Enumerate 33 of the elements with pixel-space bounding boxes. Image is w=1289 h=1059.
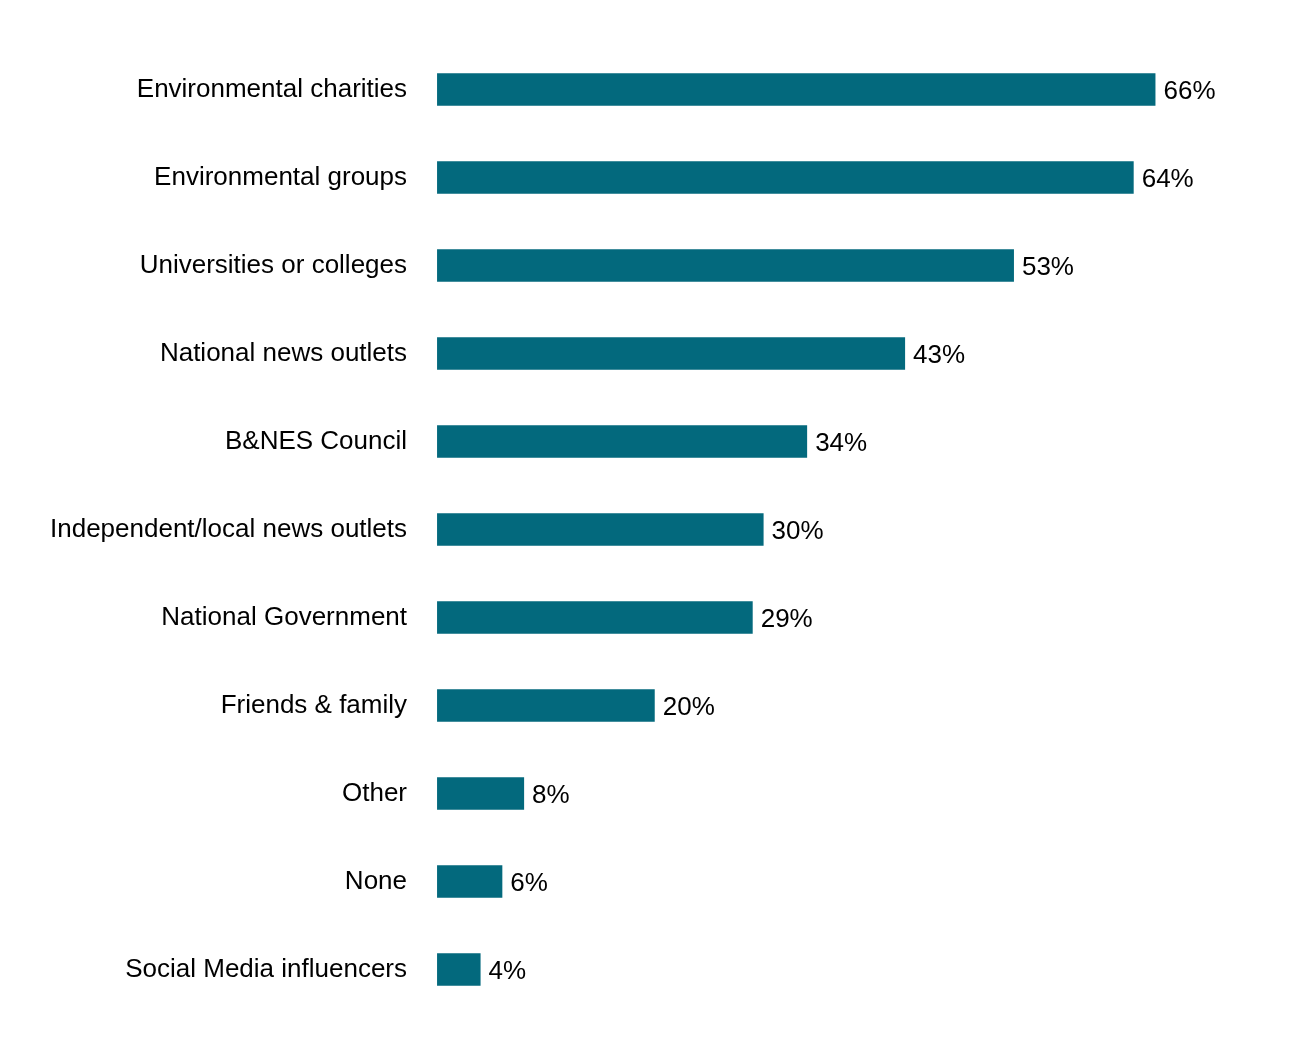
data-label: 29%	[760, 602, 813, 633]
data-label: 64%	[1141, 162, 1194, 193]
y-tick-label: Friends & family	[220, 688, 408, 719]
bar	[437, 337, 906, 370]
data-label: 34%	[815, 426, 868, 457]
bar	[437, 953, 481, 986]
data-label: 4%	[488, 954, 527, 985]
bar	[437, 777, 525, 810]
y-tick-label: B&NES Council	[224, 424, 408, 455]
bar	[437, 513, 764, 546]
y-tick-label: Environmental charities	[136, 72, 408, 103]
data-label: 43%	[913, 338, 966, 369]
bar	[437, 249, 1014, 282]
y-tick-label: National news outlets	[159, 336, 408, 367]
y-tick-label: Universities or colleges	[139, 248, 408, 279]
data-label: 6%	[510, 866, 548, 897]
y-tick-label: Social Media influencers	[125, 952, 408, 983]
bar	[437, 161, 1134, 194]
bar	[437, 865, 503, 898]
data-label: 20%	[662, 690, 715, 721]
y-tick-label: Other	[342, 776, 408, 807]
bar	[437, 689, 655, 722]
bar	[437, 425, 808, 458]
y-tick-label: None	[344, 864, 408, 895]
data-label: 30%	[771, 514, 824, 545]
y-tick-label: Environmental groups	[154, 160, 408, 191]
y-tick-label: Independent/local news outlets	[50, 512, 408, 543]
data-label: 8%	[532, 778, 570, 809]
bar	[437, 601, 753, 634]
bar	[437, 73, 1156, 106]
y-tick-label: National Government	[161, 600, 408, 631]
data-label: 53%	[1021, 250, 1074, 281]
data-label: 66%	[1163, 74, 1216, 105]
